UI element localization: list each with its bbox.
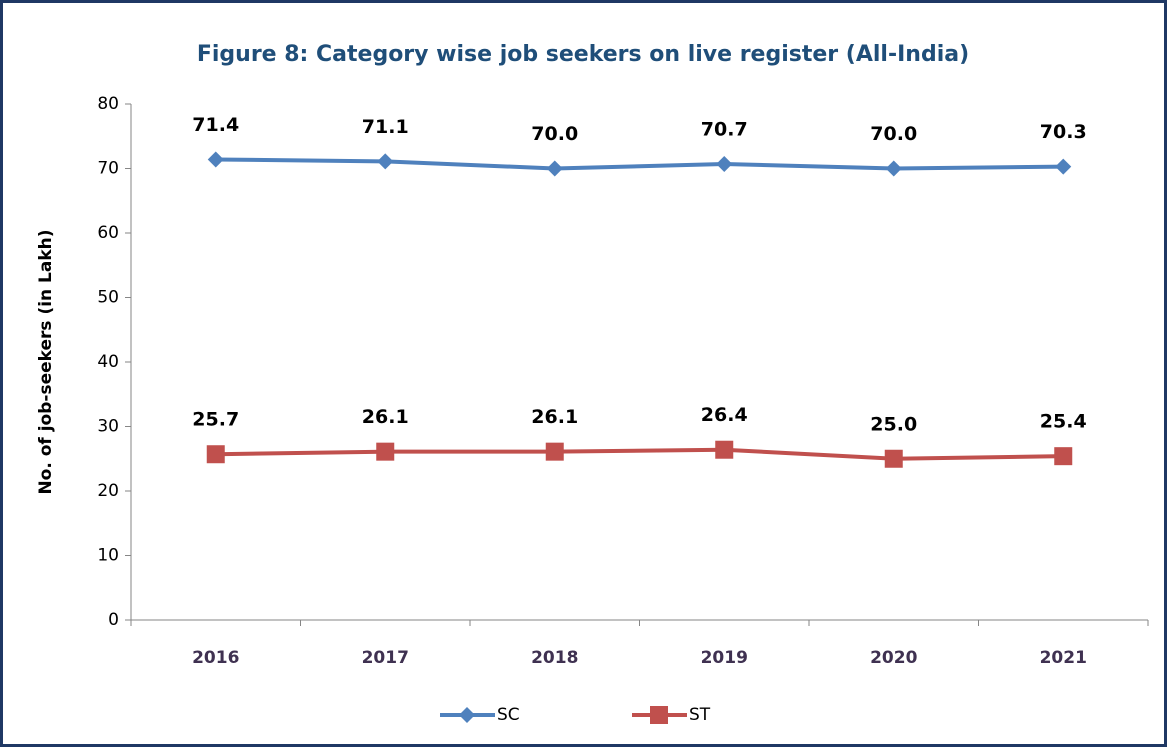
x-tick-label: 2016 [192, 648, 239, 668]
chart-title: Figure 8: Category wise job seekers on l… [197, 42, 969, 67]
data-point [207, 151, 224, 168]
data-label: 70.3 [1040, 121, 1087, 143]
data-label: 26.1 [531, 406, 578, 428]
legend-marker [650, 706, 668, 724]
x-tick-label: 2018 [531, 648, 578, 668]
data-point [885, 160, 902, 177]
data-label: 26.4 [701, 404, 748, 426]
series-line [215, 447, 1064, 461]
data-label: 70.0 [531, 123, 578, 145]
y-tick-label: 20 [97, 481, 119, 501]
data-point [376, 442, 395, 461]
data-point [377, 153, 394, 170]
x-tick-label: 2017 [362, 648, 409, 668]
legend-label: SC [497, 705, 520, 725]
y-tick-label: 10 [97, 546, 119, 566]
y-tick-label: 30 [97, 417, 119, 437]
legend-marker [459, 707, 475, 723]
y-axis-label: No. of job-seekers (in Lakh) [36, 229, 56, 494]
data-label: 25.7 [192, 409, 239, 431]
data-label: 71.1 [362, 116, 409, 138]
data-point [715, 440, 734, 459]
x-tick-label: 2019 [701, 648, 748, 668]
y-tick-label: 40 [97, 352, 119, 372]
data-point [1055, 158, 1072, 175]
data-point [716, 155, 733, 172]
x-tick-label: 2020 [870, 648, 917, 668]
data-label: 25.0 [870, 413, 917, 435]
y-tick-label: 80 [97, 94, 119, 114]
data-label: 26.1 [362, 406, 409, 428]
data-point [206, 445, 225, 464]
data-point [1054, 447, 1073, 466]
legend-label: ST [689, 705, 711, 725]
data-label: 70.0 [870, 123, 917, 145]
x-tick-label: 2021 [1040, 648, 1087, 668]
data-point [884, 449, 903, 468]
data-point [545, 442, 564, 461]
data-point [546, 160, 563, 177]
y-tick-label: 70 [97, 159, 119, 179]
y-tick-label: 60 [97, 223, 119, 243]
data-label: 70.7 [701, 118, 748, 140]
data-label: 71.4 [192, 114, 239, 136]
data-label: 25.4 [1040, 411, 1087, 433]
series-line [215, 157, 1064, 171]
y-tick-label: 50 [97, 288, 119, 308]
y-tick-label: 0 [108, 610, 119, 630]
